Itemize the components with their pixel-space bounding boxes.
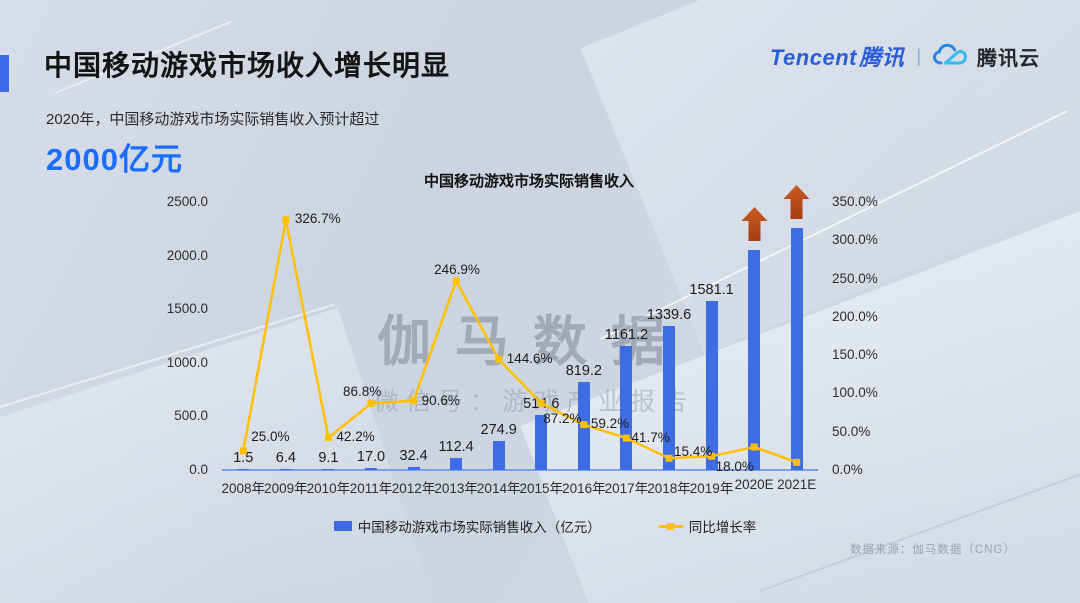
growth-rate-label: 87.2% <box>543 411 582 427</box>
x-axis-label: 2021E <box>777 477 817 492</box>
growth-rate-label: 86.8% <box>343 383 382 399</box>
x-axis-label: 2014年 <box>476 481 521 496</box>
growth-rate-label: 246.9% <box>434 261 480 277</box>
line-point-marker <box>324 434 332 442</box>
right-axis-tick: 300.0% <box>832 232 878 248</box>
tencent-cloud-wordmark: 腾讯云 <box>977 47 1040 70</box>
x-axis-line <box>222 469 818 471</box>
bar-value-label: 1339.6 <box>646 307 692 324</box>
bar-value-label: 1581.1 <box>689 281 734 298</box>
left-axis-tick: 0.0 <box>189 462 208 477</box>
revenue-bar <box>450 457 463 470</box>
right-axis-tick: 0.0% <box>832 462 863 477</box>
x-axis-label: 2013年 <box>434 481 478 496</box>
highlight-value: 2000亿元 <box>46 142 183 177</box>
line-series-swatch-icon <box>658 522 683 531</box>
right-axis-tick: 150.0% <box>832 347 878 363</box>
left-axis-tick: 2500.0 <box>166 194 208 209</box>
growth-rate-label: 326.7% <box>294 210 341 226</box>
growth-rate-label: 25.0% <box>251 428 290 444</box>
revenue-bar <box>279 469 292 470</box>
revenue-bar <box>365 468 377 470</box>
data-source-note: 数据来源：伽马数据（CNG） <box>849 544 1016 556</box>
growth-rate-label: 144.6% <box>506 351 553 367</box>
right-axis-tick: 50.0% <box>832 423 871 439</box>
revenue-bar <box>237 469 250 470</box>
tencent-cloud-icon <box>933 43 967 65</box>
up-arrow-icon <box>783 184 810 219</box>
growth-rate-label: 59.2% <box>590 415 630 431</box>
chart-legend: 中国移动游戏市场实际销售收入（亿元） 同比增长率 <box>40 516 1050 536</box>
revenue-bar <box>620 345 633 470</box>
bar-series-swatch-icon <box>333 521 352 531</box>
legend-label: 中国移动游戏市场实际销售收入（亿元） <box>357 520 601 535</box>
right-axis-tick: 200.0% <box>832 308 878 324</box>
bar-value-label: 1161.2 <box>604 326 649 343</box>
legend-item-revenue: 中国移动游戏市场实际销售收入（亿元） <box>333 516 601 536</box>
brand-logos: Tencent 腾讯 | 腾讯云 <box>770 40 1040 72</box>
up-arrow-icon <box>741 207 768 242</box>
revenue-bar <box>322 469 335 470</box>
revenue-bar <box>790 227 803 470</box>
left-axis-tick: 1000.0 <box>166 354 208 370</box>
bar-value-label: 274.9 <box>480 421 517 438</box>
growth-rate-label: 15.4% <box>674 444 713 460</box>
growth-rate-label: 41.7% <box>631 430 670 446</box>
growth-rate-label: 42.2% <box>336 428 375 444</box>
legend-item-growth: 同比增长率 <box>658 516 757 536</box>
growth-rate-label: 90.6% <box>421 392 460 408</box>
line-point-marker <box>452 277 460 285</box>
chart-title: 中国移动游戏市场实际销售收入 <box>423 173 634 190</box>
page-title: 中国移动游戏市场收入增长明显 <box>44 50 451 81</box>
right-axis-tick: 350.0% <box>832 194 878 209</box>
logo-divider: | <box>916 45 921 66</box>
bar-value-label: 514.6 <box>523 395 560 412</box>
left-axis-tick: 500.0 <box>174 408 208 424</box>
subtitle: 2020年，中国移动游戏市场实际销售收入预计超过 <box>46 111 380 128</box>
legend-label: 同比增长率 <box>688 520 757 535</box>
line-point-marker <box>282 216 290 224</box>
right-axis-tick: 100.0% <box>832 385 878 401</box>
revenue-bar <box>748 250 761 470</box>
revenue-bar <box>492 440 505 470</box>
growth-rate-label: 18.0% <box>715 459 754 475</box>
tencent-logo: Tencent 腾讯 <box>769 45 905 70</box>
bar-value-label: 112.4 <box>438 438 474 455</box>
bar-value-label: 819.2 <box>565 363 602 380</box>
revenue-bar <box>407 466 420 470</box>
left-axis-tick: 1500.0 <box>166 301 208 317</box>
right-axis-tick: 250.0% <box>832 270 878 286</box>
left-axis-tick: 2000.0 <box>166 247 208 263</box>
title-accent-bar <box>0 55 9 92</box>
